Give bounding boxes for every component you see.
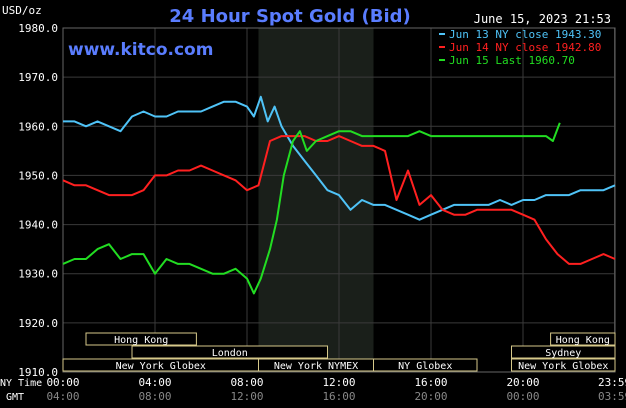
x-tick-label-gmt: 12:00 <box>230 390 263 403</box>
session-bar <box>511 358 616 372</box>
session-label: New York Globex <box>518 361 608 372</box>
x-tick-label-gmt: 20:00 <box>414 390 447 403</box>
timestamp-label: June 15, 2023 21:53 <box>474 12 611 26</box>
y-tick-label: 1980.0 <box>18 22 58 35</box>
legend-entry: Jun 15 Last 1960.70 <box>449 54 575 67</box>
x-tick-label-gmt: 03:59 <box>598 390 626 403</box>
legend-entry: Jun 14 NY close 1942.80 <box>449 41 601 54</box>
y-tick-label: 1950.0 <box>18 169 58 182</box>
y-tick-label: 1930.0 <box>18 268 58 281</box>
x-row-label-gmt: GMT <box>6 392 24 403</box>
x-tick-label-ny: 04:00 <box>138 376 171 389</box>
session-label: NY Globex <box>398 361 452 372</box>
plot-border <box>62 27 616 373</box>
session-label: Hong Kong <box>556 335 610 346</box>
x-tick-label-ny: 20:00 <box>506 376 539 389</box>
y-tick-label: 1920.0 <box>18 317 58 330</box>
nymex-highlight-region <box>258 28 374 372</box>
x-tick-label-gmt: 16:00 <box>322 390 355 403</box>
session-label: New York NYMEX <box>274 361 358 372</box>
session-bar <box>550 332 616 346</box>
legend-entry: Jun 13 NY close 1943.30 <box>449 28 601 41</box>
x-tick-label-ny: 12:00 <box>322 376 355 389</box>
x-tick-label-ny: 08:00 <box>230 376 263 389</box>
y-tick-label: 1940.0 <box>18 219 58 232</box>
x-tick-label-gmt: 08:00 <box>138 390 171 403</box>
session-label: London <box>212 348 248 359</box>
series-line <box>62 135 616 265</box>
session-bar <box>511 345 616 359</box>
series-line <box>63 95 616 221</box>
session-bar <box>85 332 197 346</box>
x-tick-label-ny: 16:00 <box>414 376 447 389</box>
x-tick-label-gmt: 00:00 <box>506 390 539 403</box>
session-bar <box>131 345 328 359</box>
x-row-label-ny: NY Time <box>0 378 42 389</box>
x-tick-label-gmt: 04:00 <box>46 390 79 403</box>
session-label: New York Globex <box>116 361 206 372</box>
y-tick-label: 1970.0 <box>18 71 58 84</box>
x-tick-label-ny: 00:00 <box>46 376 79 389</box>
chart-title: 24 Hour Spot Gold (Bid) <box>169 6 410 27</box>
x-tick-label-ny: 23:59 <box>598 376 626 389</box>
y-axis-unit-label: USD/oz <box>2 4 42 17</box>
session-bar <box>373 358 478 372</box>
series-line <box>62 122 561 295</box>
y-tick-label: 1910.0 <box>18 366 58 379</box>
session-label: Sydney <box>545 348 581 359</box>
session-label: Hong Kong <box>114 335 168 346</box>
website-label: www.kitco.com <box>68 40 213 60</box>
y-tick-label: 1960.0 <box>18 120 58 133</box>
